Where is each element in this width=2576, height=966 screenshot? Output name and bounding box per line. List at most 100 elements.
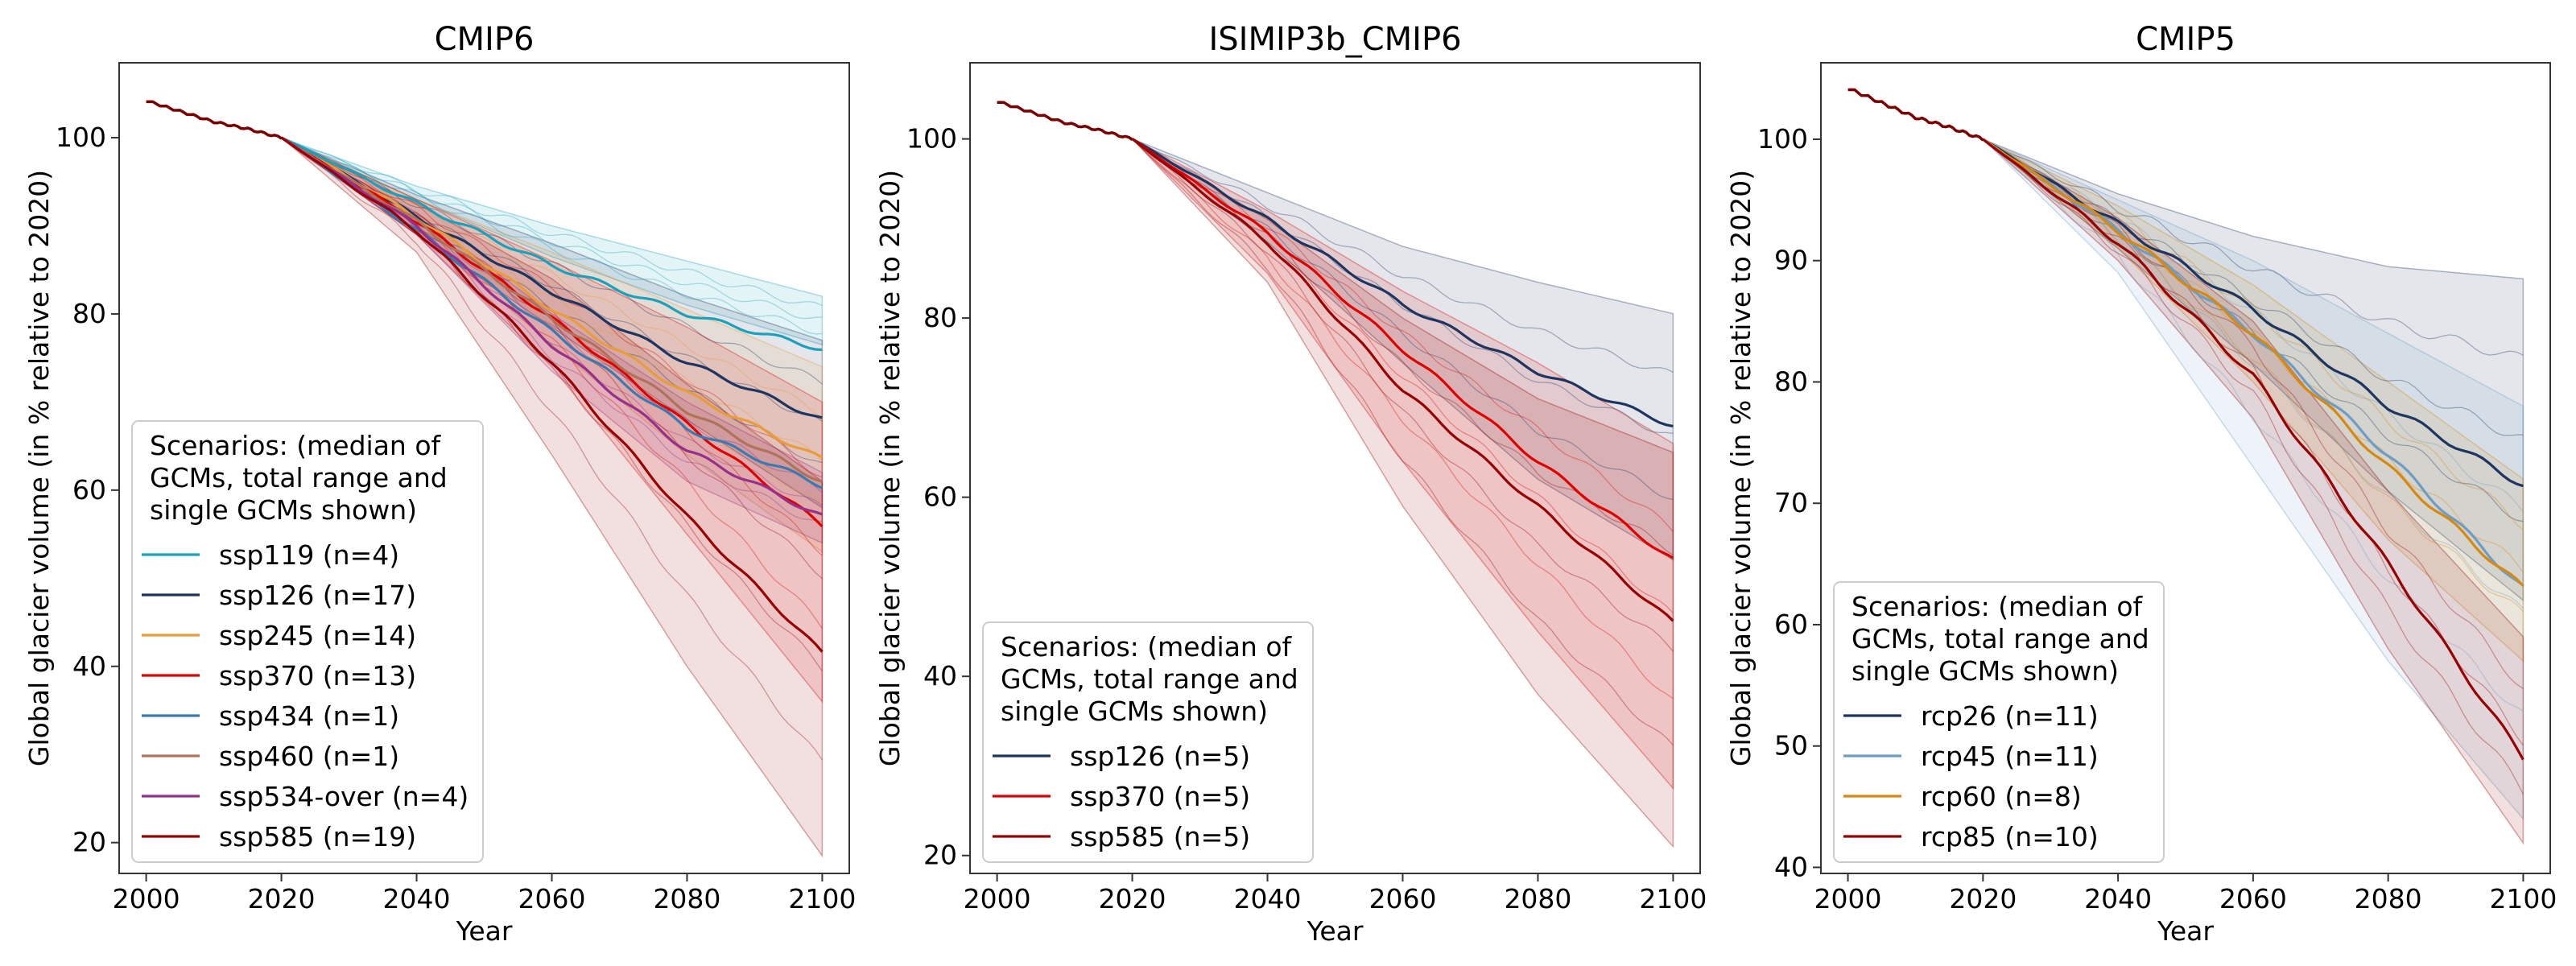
- gcm-line: [1982, 138, 2524, 356]
- median-line: [280, 136, 824, 653]
- legend-label: ssp534-over (n=4): [219, 781, 469, 812]
- legend-label: ssp370 (n=5): [1070, 781, 1250, 812]
- range-band: [1982, 138, 2524, 602]
- legend-label: rcp60 (n=8): [1921, 781, 2082, 812]
- x-tick-label: 2000: [113, 883, 180, 914]
- median-line: [280, 136, 824, 528]
- historical-line: [1847, 88, 1984, 142]
- plot-frame: [969, 62, 1701, 874]
- median-line: [280, 136, 823, 516]
- x-tick-label: 2060: [1368, 883, 1436, 914]
- gcm-line: [1132, 138, 1674, 373]
- legend-title: Scenarios: (median of: [1001, 631, 1293, 663]
- gcm-line: [281, 137, 823, 462]
- x-axis-label: Year: [1307, 915, 1364, 947]
- legend-label: rcp45 (n=11): [1921, 741, 2099, 772]
- median-line: [1982, 138, 2524, 488]
- median-line: [280, 136, 823, 483]
- chart-title: CMIP6: [435, 21, 535, 58]
- range-band: [281, 137, 824, 346]
- range-band: [1132, 138, 1674, 561]
- chart-title: ISIMIP3b_CMIP6: [1208, 21, 1461, 58]
- legend-title: GCMs, total range and: [1001, 663, 1298, 695]
- legend-label: ssp460 (n=1): [219, 741, 399, 772]
- y-tick-label: 90: [1774, 245, 1808, 276]
- gcm-line: [281, 137, 823, 335]
- legend-label: ssp370 (n=13): [219, 660, 416, 691]
- legend-label: ssp585 (n=19): [219, 821, 416, 852]
- chart-panel: 2000 2020 2040 2060 2080 2100 40 50 60 70 80 90 100 C…: [1725, 21, 2557, 947]
- y-axis-label: Global glacier volume (in % relative to …: [874, 170, 906, 766]
- x-tick-label: 2060: [2219, 883, 2287, 914]
- range-band: [281, 137, 824, 553]
- gcm-line: [1982, 138, 2524, 712]
- gcm-line: [1132, 138, 1674, 700]
- gcm-line: [1982, 138, 2524, 795]
- y-tick-label: 60: [923, 481, 957, 513]
- legend-box: [131, 420, 484, 863]
- gcm-line: [281, 137, 823, 761]
- gcm-line: [281, 137, 823, 522]
- gcm-line: [281, 137, 823, 307]
- range-band: [1132, 138, 1674, 848]
- median-line: [280, 136, 823, 352]
- gcm-line: [281, 137, 823, 385]
- x-tick-label: 2080: [653, 883, 720, 914]
- y-tick-label: 80: [923, 302, 957, 333]
- x-axis-label: Year: [456, 915, 513, 947]
- y-tick-label: 40: [923, 660, 957, 691]
- legend-label: ssp126 (n=17): [219, 580, 416, 611]
- y-tick-label: 100: [56, 122, 106, 153]
- range-band: [281, 137, 824, 858]
- x-tick-label: 2040: [383, 883, 451, 914]
- legend-title: single GCMs shown): [1852, 655, 2119, 687]
- legend-label: rcp26 (n=11): [1921, 700, 2099, 732]
- range-band: [1982, 138, 2524, 663]
- x-tick-label: 2100: [2489, 883, 2557, 914]
- y-axis-label: Global glacier volume (in % relative to …: [1725, 170, 1757, 766]
- median-line: [1131, 138, 1674, 427]
- legend-title: Scenarios: (median of: [1852, 591, 2144, 622]
- range-band: [281, 137, 824, 704]
- x-axis-label: Year: [2157, 915, 2214, 947]
- y-tick-label: 40: [1774, 851, 1808, 882]
- legend-title: Scenarios: (median of: [150, 430, 442, 461]
- gcm-line: [1982, 138, 2524, 530]
- historical-line: [146, 100, 283, 140]
- x-tick-label: 2020: [1949, 883, 2017, 914]
- median-line: [1982, 138, 2524, 761]
- plot-frame: [1820, 62, 2551, 874]
- gcm-line: [1982, 138, 2524, 522]
- x-tick-label: 2000: [964, 883, 1031, 914]
- gcm-line: [1132, 138, 1674, 501]
- historical-line: [997, 101, 1133, 141]
- legend-box: [1833, 581, 2165, 863]
- y-tick-label: 20: [72, 827, 106, 858]
- gcm-line: [1132, 138, 1674, 652]
- gcm-line: [1132, 138, 1674, 746]
- median-line: [1131, 138, 1674, 559]
- gcm-line: [1132, 138, 1674, 532]
- y-tick-label: 50: [1774, 730, 1808, 762]
- y-tick-label: 80: [72, 298, 106, 329]
- y-tick-label: 100: [906, 123, 957, 155]
- y-tick-label: 60: [72, 474, 106, 506]
- y-axis-label: Global glacier volume (in % relative to …: [23, 170, 55, 766]
- plot-area: [1847, 88, 2524, 845]
- gcm-line: [281, 137, 823, 320]
- legend-title: GCMs, total range and: [1852, 623, 2149, 654]
- legend-label: ssp585 (n=5): [1070, 821, 1250, 852]
- x-tick-label: 2100: [788, 883, 856, 914]
- legend-label: ssp119 (n=4): [219, 539, 399, 571]
- legend-label: ssp434 (n=1): [219, 700, 399, 732]
- median-line: [1982, 138, 2524, 587]
- x-tick-label: 2020: [1099, 883, 1166, 914]
- chart-panel: 2000 2020 2040 2060 2080 210020406080100CMIP6…: [23, 21, 856, 947]
- chart-panel: 2000 2020 2040 2060 2080 210020406080100ISIMI…: [874, 21, 1707, 947]
- plot-area: [997, 101, 1674, 848]
- x-tick-label: 2100: [1639, 883, 1707, 914]
